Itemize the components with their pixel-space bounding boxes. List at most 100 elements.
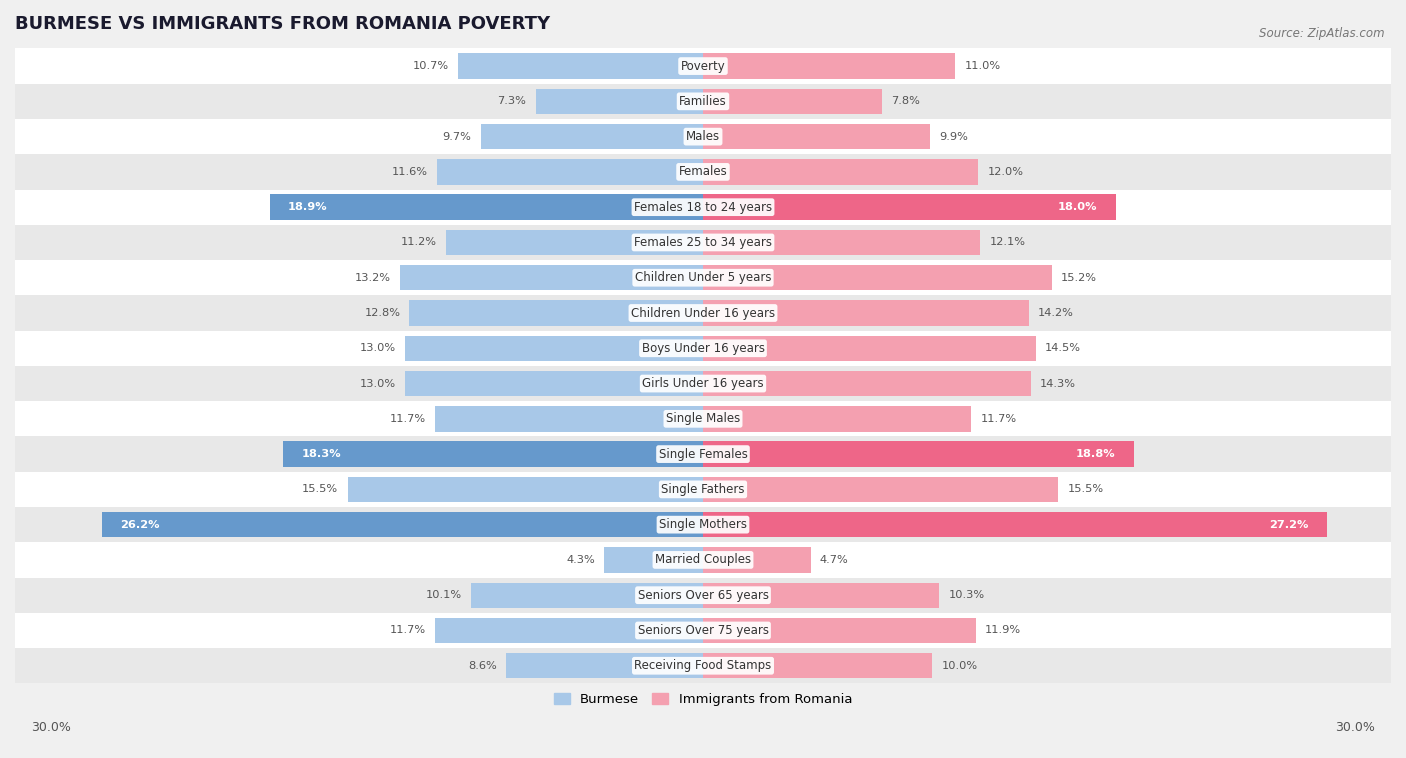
Text: 10.0%: 10.0% bbox=[942, 661, 977, 671]
Text: Single Fathers: Single Fathers bbox=[661, 483, 745, 496]
Text: 11.7%: 11.7% bbox=[389, 625, 426, 635]
Bar bbox=[15, 366, 1391, 401]
Text: Children Under 5 years: Children Under 5 years bbox=[634, 271, 772, 284]
Text: 26.2%: 26.2% bbox=[121, 520, 160, 530]
Text: 9.7%: 9.7% bbox=[443, 132, 471, 142]
Text: 27.2%: 27.2% bbox=[1270, 520, 1309, 530]
Bar bbox=[703, 582, 939, 608]
Bar bbox=[284, 441, 703, 467]
Text: 11.6%: 11.6% bbox=[392, 167, 427, 177]
Bar bbox=[703, 265, 1052, 290]
Text: 11.7%: 11.7% bbox=[980, 414, 1017, 424]
Text: 11.7%: 11.7% bbox=[389, 414, 426, 424]
Text: Males: Males bbox=[686, 130, 720, 143]
Bar bbox=[536, 89, 703, 114]
Text: 13.0%: 13.0% bbox=[360, 378, 395, 389]
Bar bbox=[703, 653, 932, 678]
Text: 11.9%: 11.9% bbox=[986, 625, 1021, 635]
Bar bbox=[703, 53, 955, 79]
Text: Girls Under 16 years: Girls Under 16 years bbox=[643, 377, 763, 390]
Bar bbox=[15, 437, 1391, 471]
Bar bbox=[703, 230, 980, 255]
Text: 11.2%: 11.2% bbox=[401, 237, 437, 247]
Text: 15.5%: 15.5% bbox=[1067, 484, 1104, 494]
Text: 18.8%: 18.8% bbox=[1076, 449, 1116, 459]
Text: 12.8%: 12.8% bbox=[364, 308, 401, 318]
Text: Single Females: Single Females bbox=[658, 448, 748, 461]
Text: 10.3%: 10.3% bbox=[949, 590, 984, 600]
Text: 7.8%: 7.8% bbox=[891, 96, 920, 106]
Bar bbox=[605, 547, 703, 572]
Bar bbox=[15, 471, 1391, 507]
Bar bbox=[15, 578, 1391, 612]
Bar bbox=[15, 49, 1391, 83]
Text: 12.1%: 12.1% bbox=[990, 237, 1025, 247]
Bar bbox=[15, 190, 1391, 225]
Text: 15.2%: 15.2% bbox=[1060, 273, 1097, 283]
Bar bbox=[703, 512, 1327, 537]
Bar bbox=[15, 648, 1391, 684]
Bar bbox=[481, 124, 703, 149]
Bar bbox=[457, 53, 703, 79]
Text: 12.0%: 12.0% bbox=[987, 167, 1024, 177]
Bar bbox=[703, 89, 882, 114]
Bar bbox=[703, 406, 972, 431]
Text: 4.7%: 4.7% bbox=[820, 555, 849, 565]
Text: 10.1%: 10.1% bbox=[426, 590, 463, 600]
Bar bbox=[15, 83, 1391, 119]
Bar bbox=[703, 300, 1029, 326]
Bar bbox=[703, 618, 976, 644]
Bar bbox=[703, 124, 929, 149]
Bar bbox=[15, 330, 1391, 366]
Text: 14.5%: 14.5% bbox=[1045, 343, 1081, 353]
Text: Married Couples: Married Couples bbox=[655, 553, 751, 566]
Bar bbox=[15, 401, 1391, 437]
Bar bbox=[703, 371, 1031, 396]
Text: Families: Families bbox=[679, 95, 727, 108]
Text: 14.3%: 14.3% bbox=[1040, 378, 1076, 389]
Bar bbox=[405, 371, 703, 396]
Bar bbox=[15, 296, 1391, 330]
Bar bbox=[703, 336, 1036, 361]
Text: Females 18 to 24 years: Females 18 to 24 years bbox=[634, 201, 772, 214]
Bar bbox=[434, 406, 703, 431]
Text: 30.0%: 30.0% bbox=[1336, 721, 1375, 734]
Text: Single Mothers: Single Mothers bbox=[659, 518, 747, 531]
Text: 18.3%: 18.3% bbox=[302, 449, 342, 459]
Text: 13.2%: 13.2% bbox=[356, 273, 391, 283]
Text: 15.5%: 15.5% bbox=[302, 484, 339, 494]
Bar bbox=[347, 477, 703, 502]
Text: 4.3%: 4.3% bbox=[567, 555, 595, 565]
Text: 30.0%: 30.0% bbox=[31, 721, 70, 734]
Legend: Burmese, Immigrants from Romania: Burmese, Immigrants from Romania bbox=[548, 688, 858, 712]
Text: Single Males: Single Males bbox=[666, 412, 740, 425]
Text: Poverty: Poverty bbox=[681, 60, 725, 73]
Text: 10.7%: 10.7% bbox=[412, 61, 449, 71]
Bar bbox=[703, 441, 1135, 467]
Bar bbox=[409, 300, 703, 326]
Bar bbox=[471, 582, 703, 608]
Text: 11.0%: 11.0% bbox=[965, 61, 1001, 71]
Bar bbox=[446, 230, 703, 255]
Text: 9.9%: 9.9% bbox=[939, 132, 969, 142]
Text: Seniors Over 65 years: Seniors Over 65 years bbox=[637, 589, 769, 602]
Bar bbox=[15, 612, 1391, 648]
Text: Seniors Over 75 years: Seniors Over 75 years bbox=[637, 624, 769, 637]
Bar bbox=[703, 547, 811, 572]
Bar bbox=[405, 336, 703, 361]
Text: Children Under 16 years: Children Under 16 years bbox=[631, 306, 775, 320]
Text: Females: Females bbox=[679, 165, 727, 178]
Bar bbox=[15, 507, 1391, 542]
Bar bbox=[103, 512, 703, 537]
Text: Source: ZipAtlas.com: Source: ZipAtlas.com bbox=[1260, 27, 1385, 39]
Text: 14.2%: 14.2% bbox=[1038, 308, 1074, 318]
Text: Boys Under 16 years: Boys Under 16 years bbox=[641, 342, 765, 355]
Bar bbox=[15, 260, 1391, 296]
Text: Receiving Food Stamps: Receiving Food Stamps bbox=[634, 659, 772, 672]
Bar bbox=[703, 477, 1059, 502]
Bar bbox=[15, 542, 1391, 578]
Bar bbox=[401, 265, 703, 290]
Bar bbox=[703, 195, 1116, 220]
Bar bbox=[437, 159, 703, 185]
Bar bbox=[434, 618, 703, 644]
